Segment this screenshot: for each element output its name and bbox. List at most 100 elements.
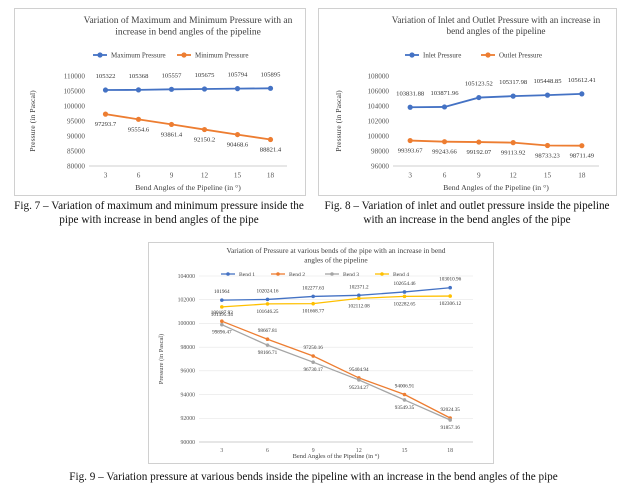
y-tick-label: 94000 — [181, 392, 196, 398]
legend-label: Maximum Pressure — [111, 52, 166, 60]
y-tick-label: 105000 — [63, 87, 85, 95]
data-label: 101395.34 — [211, 312, 233, 318]
data-label: 105895 — [261, 71, 281, 78]
legend-marker — [409, 52, 415, 58]
y-tick-label: 100000 — [178, 321, 195, 327]
data-point — [510, 93, 516, 99]
data-point — [402, 290, 407, 294]
data-label: 103010.96 — [439, 277, 461, 283]
x-axis-label: Bend Angles of the Pipeline (in °) — [135, 183, 241, 192]
y-tick-label: 96000 — [371, 162, 389, 170]
legend-marker — [97, 52, 103, 58]
legend-marker — [181, 52, 187, 58]
data-point — [267, 136, 274, 143]
data-label: 97250.16 — [303, 345, 323, 351]
data-point — [441, 139, 448, 145]
series-line-4 — [221, 295, 451, 308]
legend-label: Bend 1 — [239, 272, 255, 278]
y-tick-label: 108000 — [367, 72, 389, 80]
data-point — [544, 92, 551, 98]
x-axis-label: Bend Angles of the Pipeline (in °) — [443, 183, 549, 192]
legend-label: Outlet Pressure — [499, 52, 542, 60]
fig9-caption: Fig. 9 – Variation pressure at various b… — [69, 471, 558, 483]
data-label: 98667.81 — [258, 328, 278, 334]
y-tick-label: 100000 — [367, 132, 389, 140]
series-line-2 — [410, 139, 582, 147]
y-tick-label: 90000 — [181, 440, 196, 446]
y-tick-label: 110000 — [64, 72, 86, 80]
y-tick-label: 104000 — [178, 274, 195, 280]
data-point — [476, 94, 482, 101]
legend-marker — [276, 272, 280, 276]
x-tick-label: 15 — [234, 172, 242, 180]
data-label: 105448.85 — [533, 78, 562, 85]
legend-marker — [380, 272, 384, 276]
y-axis-label: Pressure (in Pascal) — [158, 334, 165, 384]
data-point — [579, 91, 585, 97]
data-point — [402, 294, 407, 299]
fig8-panel: Variation of Inlet and Outlet Pressure w… — [318, 8, 617, 196]
legend-label: Inlet Pressure — [423, 52, 461, 60]
data-label: 102282.65 — [393, 301, 415, 307]
data-label: 105557 — [162, 72, 182, 79]
y-tick-label: 96000 — [181, 369, 196, 375]
y-tick-label: 102000 — [367, 117, 389, 125]
data-label: 99113.92 — [501, 150, 525, 157]
data-point — [402, 398, 407, 402]
data-label: 103831.88 — [396, 90, 425, 97]
data-point — [357, 296, 361, 301]
data-point — [510, 140, 516, 146]
data-point — [579, 143, 585, 149]
data-label: 100187.93 — [211, 310, 233, 316]
series-line-1 — [410, 93, 582, 109]
y-tick-label: 98000 — [371, 147, 389, 155]
data-point — [220, 298, 224, 302]
data-label: 95234.27 — [349, 385, 369, 391]
data-point — [448, 285, 452, 290]
chart-title-line: Variation of Pressure at various bends o… — [227, 246, 446, 255]
data-point — [265, 337, 270, 342]
data-label: 99243.66 — [432, 149, 457, 156]
data-label: 105794 — [228, 72, 248, 79]
data-point — [311, 301, 315, 306]
data-label: 88821.4 — [260, 147, 282, 154]
data-label: 101964 — [214, 289, 230, 295]
fig8-caption: Fig. 8 – Variation of inlet and outlet p… — [324, 200, 610, 226]
y-tick-label: 85000 — [67, 147, 85, 155]
y-axis-label: Pressure (in Pascal) — [28, 90, 37, 152]
data-label: 99192.07 — [466, 149, 491, 156]
fig8-chart: Variation of Inlet and Outlet Pressure w… — [334, 15, 601, 192]
x-tick-label: 18 — [447, 448, 453, 454]
data-point — [102, 111, 109, 117]
data-label: 98733.23 — [535, 153, 560, 160]
y-tick-label: 102000 — [178, 298, 195, 304]
legend-marker — [330, 272, 334, 276]
fig7-panel: Variation of Maximum and Minimum Pressur… — [14, 8, 306, 196]
data-label: 105123.52 — [465, 81, 493, 88]
data-point — [544, 142, 551, 149]
data-label: 98166.71 — [258, 350, 278, 356]
x-tick-label: 6 — [443, 172, 447, 180]
x-tick-label: 6 — [266, 448, 269, 454]
data-point — [220, 319, 224, 324]
data-label: 102277.63 — [302, 285, 324, 291]
series-line-1 — [105, 87, 271, 91]
series-line-1 — [221, 287, 451, 301]
data-label: 95554.6 — [128, 126, 150, 133]
data-label: 99393.67 — [398, 148, 423, 155]
data-point — [311, 360, 315, 364]
data-label: 93549.35 — [395, 405, 415, 411]
x-tick-label: 9 — [477, 172, 481, 180]
y-tick-label: 90000 — [67, 132, 85, 140]
data-label: 97293.7 — [95, 121, 117, 128]
data-point — [234, 86, 241, 92]
x-tick-label: 12 — [510, 172, 518, 180]
data-label: 102371.2 — [349, 284, 369, 290]
data-label: 102112.08 — [348, 303, 370, 309]
data-point — [265, 302, 270, 306]
data-label: 102654.46 — [393, 281, 415, 287]
x-tick-label: 3 — [220, 448, 223, 454]
data-label: 105675 — [195, 72, 215, 79]
data-label: 95404.94 — [349, 367, 369, 373]
data-point — [441, 104, 448, 110]
